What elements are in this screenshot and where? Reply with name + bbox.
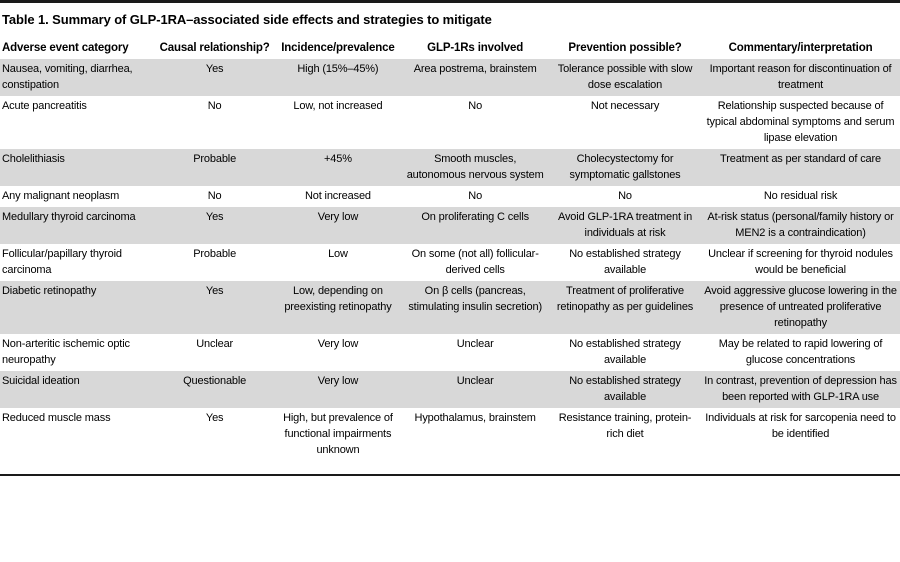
cell-causal: No — [207, 99, 222, 112]
cell-commentary: May be related to rapid lowering of gluc… — [718, 337, 883, 366]
cell-incidence: Not increased — [304, 189, 371, 202]
cell-causal: Yes — [205, 284, 224, 297]
table-row: Diabetic retinopathy Yes Low, depending … — [0, 280, 900, 334]
cell-adverse-event: Diabetic retinopathy — [2, 284, 97, 297]
table-row: Suicidal ideation Questionable Very low … — [0, 370, 900, 408]
column-header-incidence: Incidence/prevalence — [281, 41, 395, 54]
table-row: Reduced muscle mass Yes High, but preval… — [0, 408, 900, 461]
cell-prevention: Resistance training, protein-rich diet — [558, 411, 692, 440]
cell-adverse-event: Acute pancreatitis — [2, 99, 87, 112]
cell-causal: No — [207, 189, 222, 202]
cell-prevention: No established strategy available — [569, 374, 681, 403]
cell-glp1rs: On proliferating C cells — [421, 210, 529, 223]
cell-adverse-event: Follicular/papillary thyroid carcinoma — [2, 247, 122, 276]
cell-adverse-event: Suicidal ideation — [2, 374, 80, 387]
cell-adverse-event: Cholelithiasis — [2, 152, 65, 165]
cell-glp1rs: Hypothalamus, brainstem — [414, 411, 536, 424]
cell-prevention: No — [618, 189, 632, 202]
cell-incidence: +45% — [324, 152, 352, 165]
table-row: Medullary thyroid carcinoma Yes Very low… — [0, 206, 900, 244]
cell-commentary: Important reason for discontinuation of … — [709, 62, 892, 91]
cell-glp1rs: No — [468, 99, 483, 112]
table-row: Cholelithiasis Probable +45% Smooth musc… — [0, 148, 900, 186]
column-header-commentary: Commentary/interpretation — [728, 41, 873, 54]
cell-glp1rs: Area postrema, brainstem — [413, 62, 537, 75]
cell-glp1rs: On some (not all) follicular-derived cel… — [411, 247, 539, 276]
table-row: Non-arteritic ischemic optic neuropathy … — [0, 334, 900, 371]
cell-glp1rs: On β cells (pancreas, stimulating insuli… — [408, 284, 542, 313]
cell-commentary: Treatment as per standard of care — [720, 152, 881, 165]
cell-prevention: Cholecystectomy for symptomatic gallston… — [569, 152, 681, 181]
cell-incidence: Very low — [317, 337, 359, 350]
cell-prevention: No established strategy available — [569, 247, 681, 276]
cell-incidence: Low — [328, 247, 348, 260]
column-header-adverse-event: Adverse event category — [2, 41, 129, 54]
cell-commentary: At-risk status (personal/family history … — [707, 210, 894, 239]
cell-incidence: High (15%–45%) — [297, 62, 379, 75]
cell-adverse-event: Non-arteritic ischemic optic neuropathy — [2, 337, 130, 366]
cell-adverse-event: Nausea, vomiting, diarrhea, constipation — [2, 62, 133, 91]
cell-glp1rs: No — [468, 189, 483, 202]
cell-commentary: Unclear if screening for thyroid nodules… — [708, 247, 893, 276]
cell-incidence: Very low — [317, 210, 359, 223]
cell-incidence: Low, depending on preexisting retinopath… — [284, 284, 392, 313]
cell-prevention: Not necessary — [590, 99, 660, 112]
cell-prevention: Tolerance possible with slow dose escala… — [557, 62, 693, 91]
column-header-prevention: Prevention possible? — [568, 41, 682, 54]
table-row: Acute pancreatitis No Low, not increased… — [0, 96, 900, 149]
cell-causal: Unclear — [196, 337, 234, 350]
cell-prevention: Avoid GLP-1RA treatment in individuals a… — [557, 210, 693, 239]
cell-prevention: Treatment of proliferative retinopathy a… — [556, 284, 694, 313]
side-effects-table: Adverse event category Causal relationsh… — [0, 40, 900, 461]
cell-adverse-event: Medullary thyroid carcinoma — [2, 210, 136, 223]
table-row: Follicular/papillary thyroid carcinoma P… — [0, 244, 900, 281]
cell-causal: Yes — [205, 62, 224, 75]
table-row: Nausea, vomiting, diarrhea, constipation… — [0, 58, 900, 96]
table-header: Adverse event category Causal relationsh… — [0, 40, 900, 59]
table-title: Table 1. Summary of GLP-1RA–associated s… — [2, 11, 492, 27]
header-row: Adverse event category Causal relationsh… — [0, 40, 900, 59]
column-header-causal-relationship: Causal relationship? — [159, 41, 270, 54]
cell-causal: Probable — [193, 152, 237, 165]
table-body: Nausea, vomiting, diarrhea, constipation… — [0, 58, 900, 461]
cell-adverse-event: Reduced muscle mass — [2, 411, 111, 424]
cell-commentary: In contrast, prevention of depression ha… — [704, 374, 897, 403]
cell-incidence: Low, not increased — [293, 99, 383, 112]
cell-incidence: High, but prevalence of functional impai… — [283, 411, 393, 456]
table-row: Any malignant neoplasm No Not increased … — [0, 186, 900, 207]
cell-commentary: No residual risk — [763, 189, 838, 202]
bottom-rule — [0, 473, 900, 476]
cell-glp1rs: Unclear — [456, 374, 494, 387]
cell-causal: Yes — [205, 411, 224, 424]
cell-prevention: No established strategy available — [569, 337, 681, 366]
cell-commentary: Relationship suspected because of typica… — [706, 99, 895, 144]
cell-adverse-event: Any malignant neoplasm — [2, 189, 120, 202]
cell-glp1rs: Smooth muscles, autonomous nervous syste… — [406, 152, 544, 181]
cell-causal: Probable — [193, 247, 237, 260]
cell-causal: Yes — [205, 210, 224, 223]
cell-commentary: Individuals at risk for sarcopenia need … — [705, 411, 896, 440]
cell-incidence: Very low — [317, 374, 359, 387]
column-header-glp1rs: GLP-1Rs involved — [427, 41, 524, 54]
cell-commentary: Avoid aggressive glucose lowering in the… — [704, 284, 897, 329]
top-rule — [0, 0, 900, 3]
cell-causal: Questionable — [183, 374, 247, 387]
cell-glp1rs: Unclear — [456, 337, 494, 350]
